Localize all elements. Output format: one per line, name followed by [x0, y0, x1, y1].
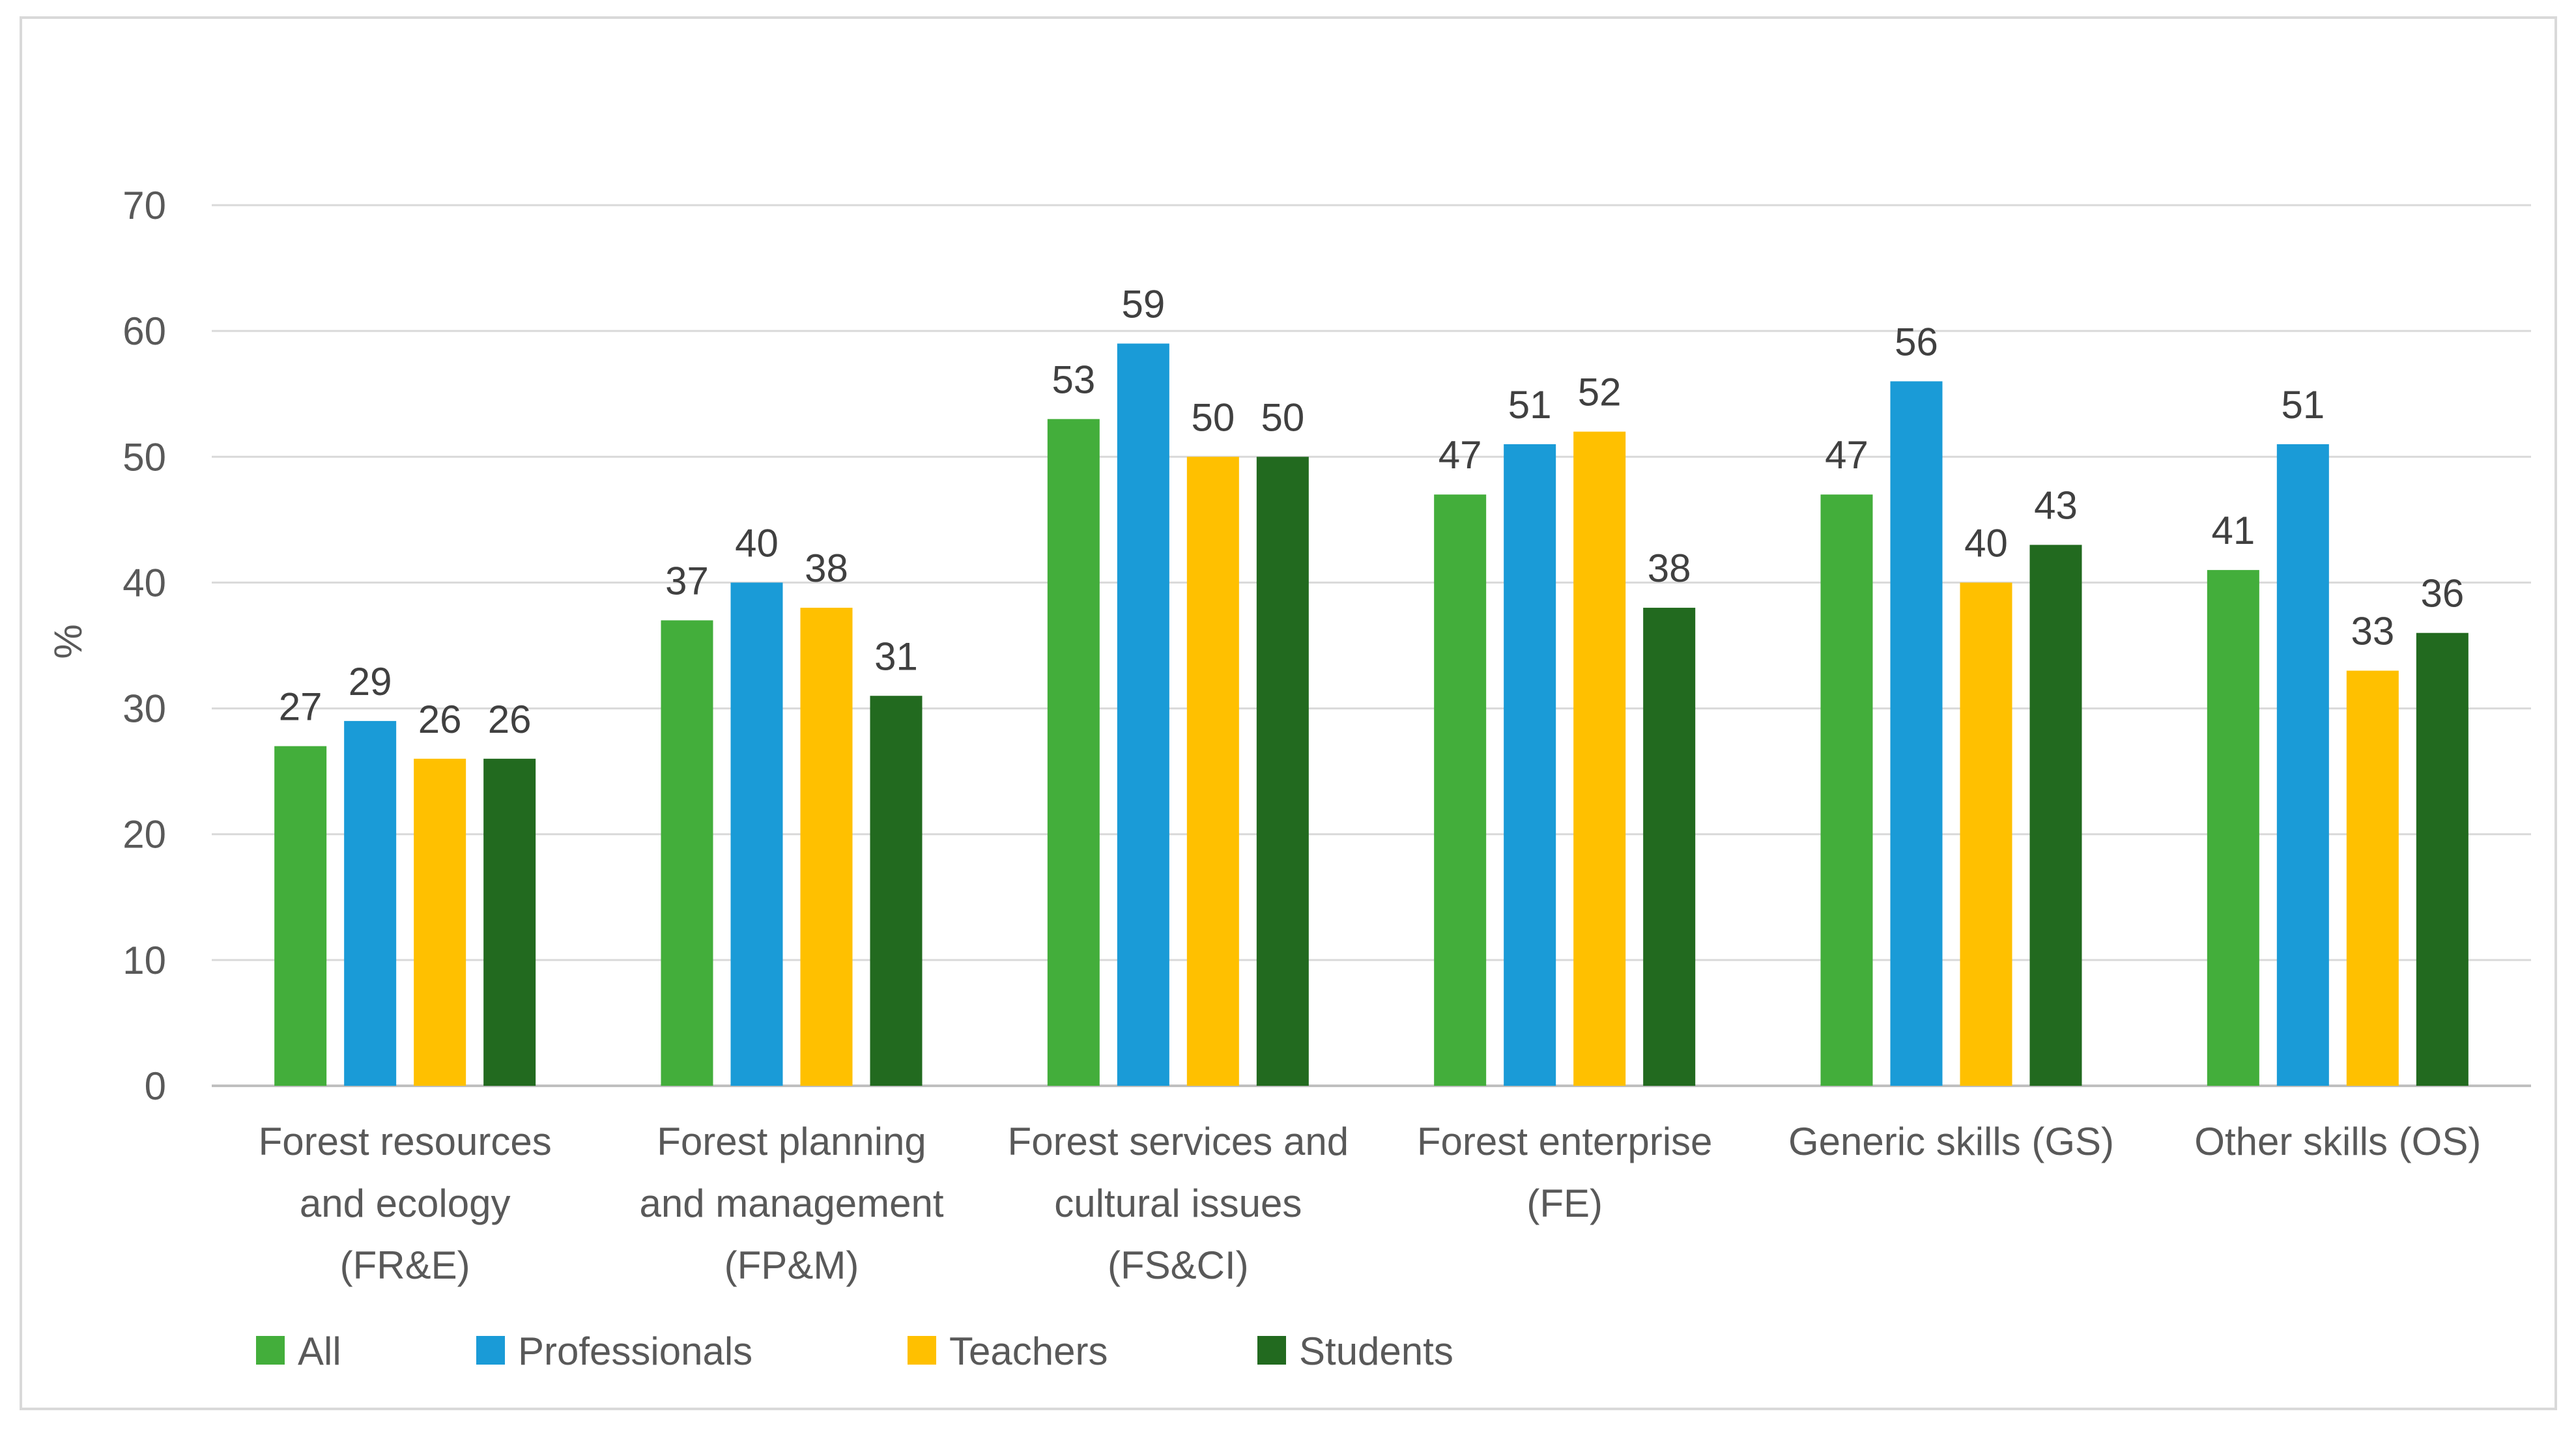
category-label-3-line-2: cultural issues [1054, 1182, 1302, 1225]
data-label-teachers-5: 40 [1964, 521, 2008, 565]
bar-students-5 [2029, 545, 2082, 1086]
bar-teachers-2 [800, 608, 853, 1086]
data-label-all-2: 37 [665, 559, 709, 603]
category-label-6-line-1: Other skills (OS) [2194, 1120, 2481, 1163]
bar-all-6 [2207, 570, 2259, 1086]
data-label-professionals-3: 59 [1121, 282, 1165, 326]
bar-teachers-1 [414, 758, 466, 1086]
legend-swatch-teachers [908, 1336, 936, 1365]
data-label-students-5: 43 [2034, 483, 2078, 527]
data-label-all-3: 53 [1052, 358, 1095, 401]
y-tick-label-60: 60 [122, 309, 166, 353]
data-label-all-5: 47 [1825, 433, 1868, 477]
data-label-students-2: 31 [874, 634, 918, 678]
data-label-all-4: 47 [1438, 433, 1482, 477]
bar-teachers-3 [1186, 457, 1239, 1086]
data-label-professionals-2: 40 [735, 521, 779, 565]
legend-label-all: All [298, 1329, 341, 1373]
y-tick-label-50: 50 [122, 435, 166, 479]
data-label-students-4: 38 [1648, 546, 1691, 590]
bar-all-4 [1434, 494, 1487, 1086]
category-label-3-line-1: Forest services and [1008, 1120, 1349, 1163]
bar-teachers-4 [1573, 431, 1626, 1086]
y-tick-label-30: 30 [122, 687, 166, 731]
data-label-professionals-5: 56 [1895, 320, 1938, 363]
bar-professionals-5 [1890, 381, 1943, 1086]
bar-teachers-5 [1960, 582, 2012, 1086]
category-label-1-line-2: and ecology [300, 1182, 511, 1225]
bar-students-2 [870, 696, 923, 1086]
data-label-all-6: 41 [2211, 509, 2255, 552]
legend-swatch-students [1257, 1336, 1286, 1365]
bar-all-1 [274, 746, 327, 1086]
category-label-2-line-1: Forest planning [657, 1120, 926, 1163]
y-axis-title: % [46, 624, 90, 659]
legend-label-students: Students [1299, 1329, 1453, 1373]
bar-all-5 [1820, 494, 1873, 1086]
category-label-4-line-2: (FE) [1526, 1182, 1603, 1225]
bar-teachers-6 [2346, 670, 2399, 1086]
data-label-professionals-1: 29 [349, 660, 392, 703]
legend-label-teachers: Teachers [949, 1329, 1108, 1373]
y-tick-label-10: 10 [122, 939, 166, 982]
legend-swatch-all [256, 1336, 285, 1365]
data-label-teachers-1: 26 [418, 698, 462, 741]
category-label-2-line-3: (FP&M) [724, 1243, 859, 1287]
bar-students-4 [1643, 608, 1696, 1086]
category-label-1-line-1: Forest resources [259, 1120, 552, 1163]
data-label-teachers-6: 33 [2351, 610, 2394, 653]
y-tick-label-0: 0 [145, 1064, 166, 1108]
category-label-5-line-1: Generic skills (GS) [1788, 1120, 2114, 1163]
y-tick-label-40: 40 [122, 561, 166, 604]
bar-students-6 [2416, 632, 2469, 1086]
data-label-students-6: 36 [2420, 572, 2464, 616]
category-label-2-line-2: and management [640, 1182, 944, 1225]
bar-students-1 [483, 758, 536, 1086]
bar-professionals-6 [2276, 444, 2329, 1086]
category-label-3-line-3: (FS&CI) [1108, 1243, 1249, 1287]
data-label-students-1: 26 [488, 698, 532, 741]
data-label-professionals-4: 51 [1508, 383, 1552, 427]
bar-students-3 [1256, 457, 1309, 1086]
category-label-4-line-1: Forest enterprise [1417, 1120, 1713, 1163]
data-label-teachers-2: 38 [805, 546, 848, 590]
bar-all-3 [1047, 419, 1100, 1086]
y-tick-label-70: 70 [122, 184, 166, 227]
data-label-teachers-4: 52 [1578, 371, 1622, 414]
legend-label-professionals: Professionals [518, 1329, 752, 1373]
bar-professionals-3 [1117, 343, 1169, 1086]
bar-professionals-1 [344, 720, 397, 1086]
legend-swatch-professionals [476, 1336, 505, 1365]
bar-professionals-4 [1504, 444, 1556, 1086]
data-label-professionals-6: 51 [2281, 383, 2325, 427]
category-label-1-line-3: (FR&E) [340, 1243, 470, 1287]
data-label-teachers-3: 50 [1191, 395, 1235, 439]
bar-all-2 [661, 620, 713, 1086]
y-tick-label-20: 20 [122, 813, 166, 857]
data-label-all-1: 27 [279, 685, 322, 729]
bar-professionals-2 [730, 582, 783, 1086]
data-label-students-3: 50 [1261, 395, 1304, 439]
